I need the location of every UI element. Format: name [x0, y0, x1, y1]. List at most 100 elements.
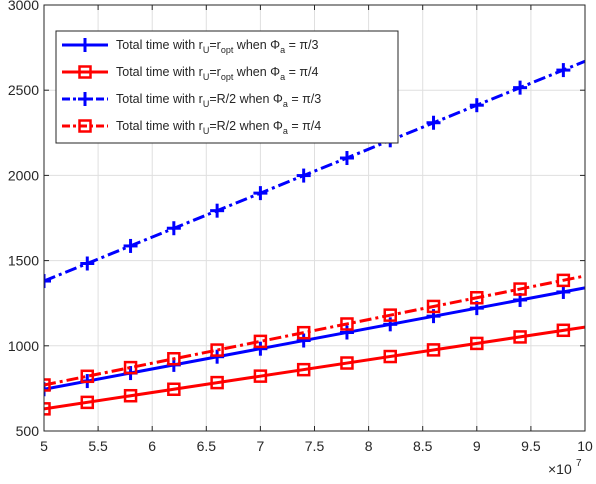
- y-tick-label: 3000: [8, 0, 39, 13]
- series-4-marker: [123, 360, 138, 375]
- legend-text-part: Total time with r: [116, 38, 203, 52]
- y-tick-label: 2000: [8, 167, 39, 183]
- legend-text-part: =r: [209, 38, 220, 52]
- series-2-marker: [383, 349, 397, 364]
- legend-text-part: when Φ: [233, 65, 280, 79]
- legend-label: Total time with rU=ropt when Φa = π/3: [116, 38, 318, 55]
- x-tick-label: 5.5: [88, 438, 108, 454]
- legend-subscript: a: [280, 45, 285, 55]
- legend-text-part: Total time with r: [116, 119, 203, 133]
- legend-subscript: U: [203, 126, 210, 136]
- x-tick-label: 8: [365, 438, 373, 454]
- series-1-marker: [339, 325, 354, 340]
- series-2-marker: [513, 330, 527, 344]
- series-3-marker: [210, 203, 225, 218]
- legend-text-part: = π/3: [288, 92, 321, 106]
- series-2-marker: [296, 362, 311, 377]
- series-2-marker: [340, 356, 354, 370]
- series-4-marker: [44, 378, 51, 392]
- legend-subscript: opt: [221, 45, 234, 55]
- series-3-marker: [253, 186, 268, 201]
- series-4-marker: [556, 273, 571, 288]
- series-3-line: [44, 59, 585, 283]
- series-2-marker: [210, 375, 224, 390]
- legend-subscript: U: [203, 45, 210, 55]
- series-1-marker: [556, 284, 571, 299]
- y-tick-label: 1000: [8, 338, 39, 354]
- legend-swatch-marker: [78, 65, 92, 79]
- x-tick-label: 9.5: [521, 438, 541, 454]
- series-2-line: [44, 325, 585, 411]
- x-multiplier-base: ×10: [548, 461, 572, 477]
- series-4-marker: [426, 299, 441, 314]
- legend-swatch-marker: [78, 38, 92, 52]
- series-4-marker: [167, 352, 181, 366]
- x-tick-label: 7: [257, 438, 265, 454]
- axis-ticks: 5 5.5 6 6.5 7 7.5 8 8.5 9 9.5 10 500 1000 1500 2000 250…: [8, 0, 593, 454]
- series-2-marker: [80, 395, 95, 410]
- y-tick-label: 1500: [8, 253, 39, 269]
- legend-subscript: a: [283, 126, 288, 136]
- series-3-marker: [296, 168, 311, 183]
- series-1-marker: [253, 341, 268, 356]
- x-tick-label: 6.5: [197, 438, 217, 454]
- legend-subscript: opt: [221, 72, 234, 82]
- legend-text-part: =R/2 when Φ: [209, 92, 283, 106]
- legend-label: Total time with rU=R/2 when Φa = π/3: [116, 92, 321, 109]
- legend: Total time with rU=ropt when Φa = π/3Tot…: [55, 30, 399, 144]
- legend-text-part: Total time with r: [116, 92, 203, 106]
- series-3-marker: [44, 274, 51, 289]
- x-tick-label: 9: [473, 438, 481, 454]
- series-4-marker: [383, 308, 397, 322]
- series-2-marker: [470, 336, 484, 351]
- series-4-marker: [340, 317, 354, 331]
- series-3-marker: [469, 98, 484, 113]
- series-3-marker: [123, 238, 138, 253]
- legend-swatch-marker: [78, 119, 92, 133]
- series-1-marker: [296, 333, 311, 348]
- legend-subscript: a: [280, 72, 285, 82]
- series-2-marker: [167, 382, 181, 397]
- y-tick-label: 500: [16, 423, 40, 439]
- series-2-marker: [123, 388, 138, 403]
- legend-subscript: a: [283, 99, 288, 109]
- x-axis-multiplier: ×10 7: [548, 458, 582, 477]
- series-4: [44, 273, 585, 392]
- legend-box: [55, 30, 399, 144]
- legend-label: Total time with rU=R/2 when Φa = π/4: [116, 119, 321, 136]
- legend-text-part: =r: [209, 65, 220, 79]
- series-3-marker: [556, 63, 571, 78]
- x-multiplier-exponent: 7: [576, 458, 582, 469]
- legend-text-part: = π/3: [285, 38, 318, 52]
- x-tick-label: 10: [577, 438, 593, 454]
- series-4-marker: [80, 369, 95, 384]
- series-2-marker: [253, 369, 268, 383]
- legend-entry-3: Total time with rU=R/2 when Φa = π/3: [62, 92, 321, 109]
- series-4-marker: [253, 334, 268, 349]
- series-3-marker: [166, 221, 181, 236]
- x-tick-label: 7.5: [305, 438, 325, 454]
- series-3-marker: [80, 256, 95, 271]
- legend-subscript: U: [203, 99, 210, 109]
- series-2-marker: [426, 343, 441, 357]
- series-4-marker: [210, 343, 224, 357]
- legend-text-part: when Φ: [233, 38, 280, 52]
- legend-text-part: =R/2 when Φ: [209, 119, 283, 133]
- legend-text-part: Total time with r: [116, 65, 203, 79]
- legend-entry-4: Total time with rU=R/2 when Φa = π/4: [62, 119, 321, 136]
- y-tick-label: 2500: [8, 82, 39, 98]
- series-2-marker: [556, 323, 571, 338]
- series-4-marker: [470, 290, 484, 305]
- series-layer: [44, 59, 585, 416]
- x-tick-label: 8.5: [413, 438, 433, 454]
- series-2: [44, 323, 585, 416]
- series-2-marker: [44, 402, 51, 416]
- legend-subscript: U: [203, 72, 210, 82]
- series-3-marker: [513, 80, 528, 95]
- legend-entry-2: Total time with rU=ropt when Φa = π/4: [62, 65, 318, 82]
- legend-swatch-marker: [78, 92, 92, 106]
- series-3: [44, 59, 585, 289]
- series-3-marker: [339, 151, 354, 166]
- series-4-marker: [296, 325, 311, 340]
